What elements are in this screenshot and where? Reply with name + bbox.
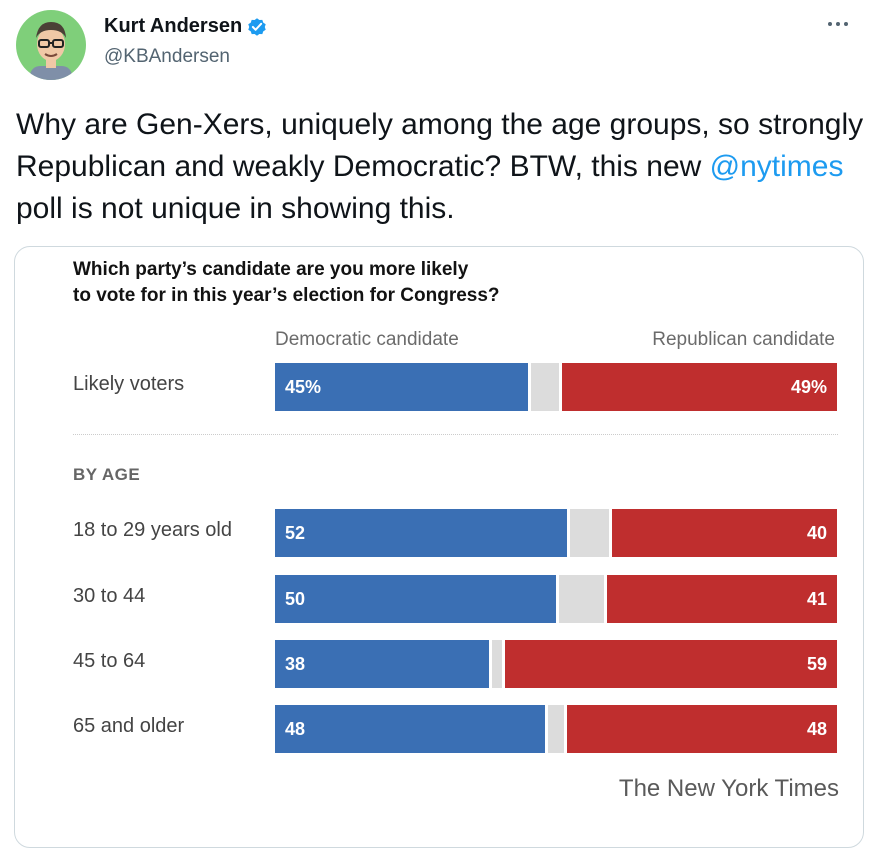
mention-link[interactable]: @nytimes bbox=[709, 150, 844, 183]
bar-republican-45-to-64: 59 bbox=[505, 640, 837, 688]
avatar-illustration bbox=[16, 10, 86, 80]
bar-undecided-30-to-44 bbox=[559, 575, 604, 623]
bar-republican-likely-voters: 49% bbox=[561, 363, 837, 411]
author-avatar[interactable] bbox=[16, 10, 86, 80]
row-label-likely-voters: Likely voters bbox=[73, 373, 185, 395]
bar-republican-65-and-older: 48 bbox=[567, 705, 837, 753]
row-label-18-to-29-years-old: 18 to 29 years old bbox=[73, 519, 232, 541]
bar-republican-30-to-44: 41 bbox=[606, 575, 837, 623]
verified-badge-icon bbox=[246, 16, 268, 38]
section-label-by-age: BY AGE bbox=[73, 465, 141, 484]
tweet-text-part-1: Why are Gen-Xers, uniquely among the age… bbox=[16, 108, 864, 183]
section-divider bbox=[73, 434, 838, 435]
bar-democratic-45-to-64: 38 bbox=[275, 640, 489, 688]
bar-democratic-65-and-older: 48 bbox=[275, 705, 545, 753]
bar-democratic-likely-voters: 45% bbox=[275, 363, 528, 411]
row-label-45-to-64: 45 to 64 bbox=[73, 650, 146, 672]
more-options-icon[interactable] bbox=[823, 14, 853, 34]
row-label-65-and-older: 65 and older bbox=[73, 715, 185, 737]
bar-undecided-likely-voters bbox=[530, 363, 559, 411]
bar-undecided-65-and-older bbox=[547, 705, 565, 753]
chart-source: The New York Times bbox=[618, 775, 839, 802]
bar-democratic-30-to-44: 50 bbox=[275, 575, 556, 623]
column-header-republican: Republican candidate bbox=[652, 329, 835, 350]
chart-title-line-1: Which party’s candidate are you more lik… bbox=[73, 259, 469, 280]
bar-undecided-45-to-64 bbox=[491, 640, 503, 688]
bar-democratic-18-to-29-years-old: 52 bbox=[275, 509, 568, 557]
bar-undecided-18-to-29-years-old bbox=[570, 509, 610, 557]
tweet-text-part-2: poll is not unique in showing this. bbox=[16, 192, 455, 225]
chart-title-line-2: to vote for in this year’s election for … bbox=[73, 285, 500, 306]
author-name[interactable]: Kurt Andersen bbox=[104, 15, 268, 38]
author-name-text[interactable]: Kurt Andersen bbox=[104, 15, 243, 37]
tweet-media-chart[interactable]: Which party’s candidate are you more lik… bbox=[14, 246, 864, 848]
author-handle[interactable]: @KBAndersen bbox=[104, 46, 230, 67]
bar-republican-18-to-29-years-old: 40 bbox=[612, 509, 837, 557]
row-label-30-to-44: 30 to 44 bbox=[73, 585, 146, 607]
column-header-democratic: Democratic candidate bbox=[275, 329, 459, 350]
chart-title: Which party’s candidate are you more lik… bbox=[73, 257, 593, 309]
tweet-text: Why are Gen-Xers, uniquely among the age… bbox=[16, 104, 866, 230]
